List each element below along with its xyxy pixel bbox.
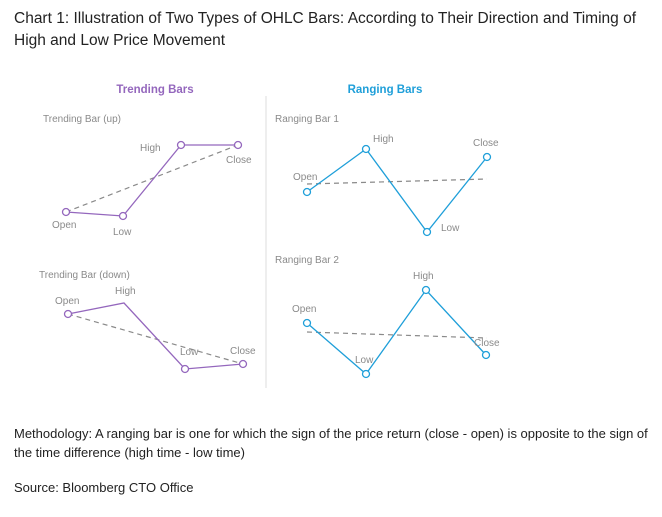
ranging-1-trend-line — [306, 178, 488, 185]
ranging-bar-1-title: Ranging Bar 1 — [275, 114, 339, 125]
trending-bar-up: Trending Bar (up) Open Low High Close — [43, 114, 252, 238]
ranging-2-close-label: Close — [474, 338, 500, 349]
ranging-2-trend-line — [306, 331, 488, 339]
trending-up-path — [65, 144, 238, 217]
trending-down-open-point — [63, 309, 73, 319]
trending-up-low-label: Low — [113, 227, 132, 238]
ranging-2-low-label: Low — [355, 355, 374, 366]
ohlc-diagram: Trending Bars Ranging Bars Trending Bar … — [39, 84, 500, 388]
trending-up-high-label: High — [140, 143, 161, 154]
trending-bars-heading: Trending Bars — [116, 84, 193, 96]
trending-down-close-point — [238, 359, 248, 369]
trending-up-open-point — [61, 207, 71, 217]
chart-title: Chart 1: Illustration of Two Types of OH… — [14, 10, 637, 49]
trending-down-high-label: High — [115, 286, 136, 297]
ranging-1-path — [306, 148, 488, 234]
trending-up-close-label: Close — [226, 155, 252, 166]
ranging-bar-2: Ranging Bar 2 Open Low High Close — [275, 255, 500, 379]
ranging-2-close-point — [481, 350, 491, 360]
ranging-2-open-label: Open — [292, 304, 316, 315]
ranging-2-high-point — [421, 285, 431, 295]
trending-up-high-point — [176, 140, 186, 150]
trending-down-low-label: Low — [180, 347, 199, 358]
ranging-1-high-label: High — [373, 134, 394, 145]
ranging-1-high-point — [361, 144, 371, 154]
ranging-2-path — [306, 288, 487, 375]
ranging-1-close-point — [482, 152, 492, 162]
trending-down-open-label: Open — [55, 296, 79, 307]
ranging-bar-1: Ranging Bar 1 Open High Low Close — [275, 114, 499, 237]
ranging-1-open-point — [302, 187, 312, 197]
ranging-1-low-label: Low — [441, 223, 460, 234]
ranging-bar-2-title: Ranging Bar 2 — [275, 255, 339, 266]
trending-bar-down-title: Trending Bar (down) — [39, 270, 130, 281]
source-note: Source: Bloomberg CTO Office — [14, 480, 194, 495]
trending-down-low-point — [180, 364, 190, 374]
trending-bar-up-title: Trending Bar (up) — [43, 114, 121, 125]
trending-up-open-label: Open — [52, 220, 76, 231]
trending-down-close-label: Close — [230, 346, 256, 357]
trending-up-low-point — [118, 211, 128, 221]
ranging-1-close-label: Close — [473, 138, 499, 149]
trending-up-close-point — [233, 140, 243, 150]
methodology-note: Methodology: A ranging bar is one for wh… — [14, 426, 648, 460]
trending-up-trend-line — [65, 144, 239, 213]
ranging-2-low-point — [361, 369, 371, 379]
ranging-1-low-point — [422, 227, 432, 237]
trending-bar-down: Trending Bar (down) Open High Low Close — [39, 270, 256, 374]
trending-down-trend-line — [67, 313, 244, 365]
trending-down-path — [67, 302, 244, 370]
ranging-bars-heading: Ranging Bars — [348, 84, 423, 96]
ranging-1-open-label: Open — [293, 172, 317, 183]
ranging-2-high-label: High — [413, 271, 434, 282]
ranging-2-open-point — [302, 318, 312, 328]
